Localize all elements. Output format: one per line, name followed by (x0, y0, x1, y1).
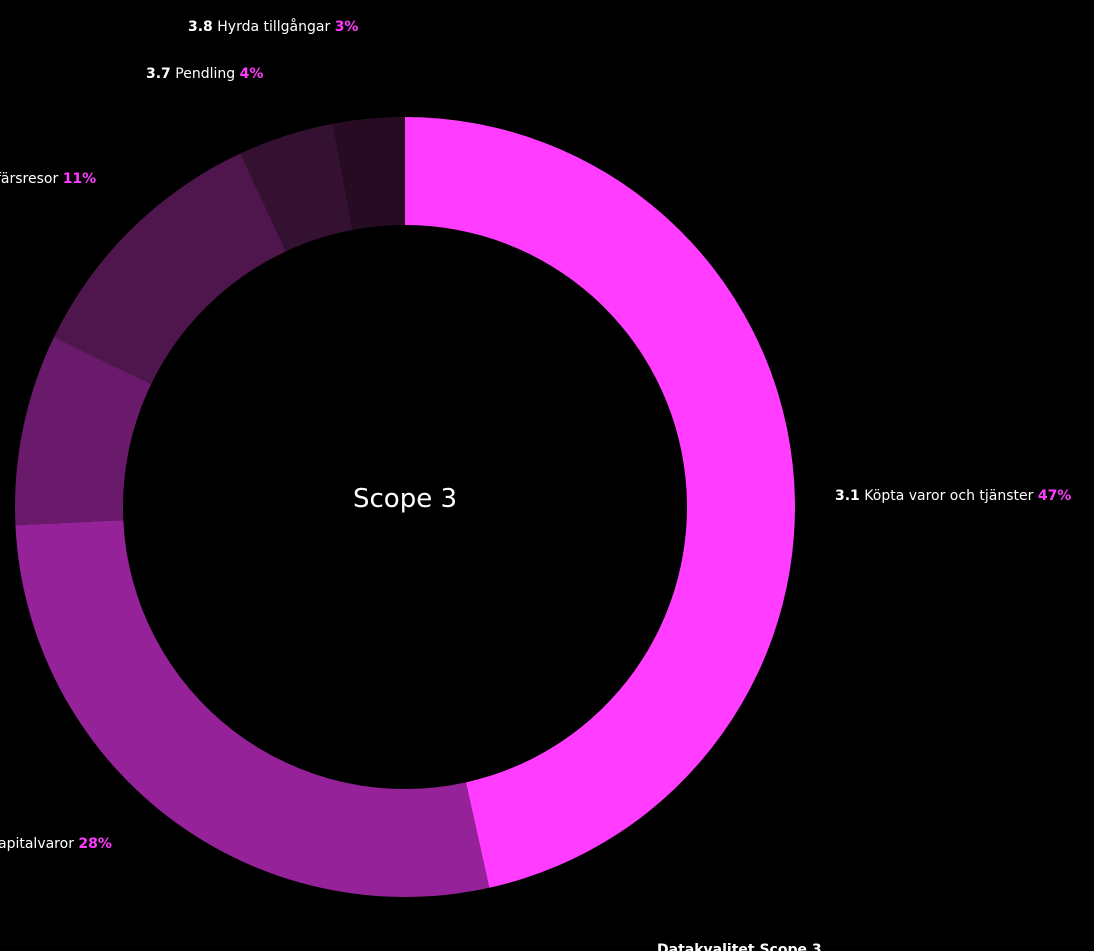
data-quality-heading: Datakvalitet Scope 3 (657, 942, 822, 951)
donut-slice-3-1 (405, 116, 796, 888)
label-percent: 3% (334, 19, 359, 35)
label-code: 3.7 (146, 66, 171, 82)
donut-slice-3-7 (240, 123, 353, 252)
label-text: färsresor (0, 171, 59, 187)
label-code: 3.8 (188, 19, 213, 35)
label-3-6-affarsresor: färsresor 11% (0, 170, 96, 188)
donut-slice-3-8 (332, 117, 405, 230)
donut-slice-segment-2 (15, 337, 152, 526)
label-3-8-hyrda-tillgangar: 3.8 Hyrda tillgångar 3% (188, 18, 358, 36)
label-code: 3.1 (835, 488, 860, 504)
label-3-2-kapitalvaror: apitalvaror 28% (0, 835, 112, 853)
label-text: apitalvaror (0, 836, 74, 852)
label-text: Köpta varor och tjänster (864, 488, 1034, 504)
center-label: Scope 3 (352, 484, 457, 514)
label-percent: 47% (1037, 488, 1072, 504)
label-percent: 4% (239, 66, 264, 82)
label-text: Pendling (175, 66, 236, 82)
label-3-1-kopta-varor: 3.1 Köpta varor och tjänster 47% (835, 487, 1071, 505)
donut-slice-3-6 (53, 153, 287, 385)
donut-slice-3-2 (15, 520, 490, 897)
label-percent: 28% (78, 836, 112, 852)
label-3-7-pendling: 3.7 Pendling 4% (146, 65, 263, 83)
label-text: Hyrda tillgångar (217, 19, 331, 35)
label-percent: 11% (62, 171, 97, 187)
